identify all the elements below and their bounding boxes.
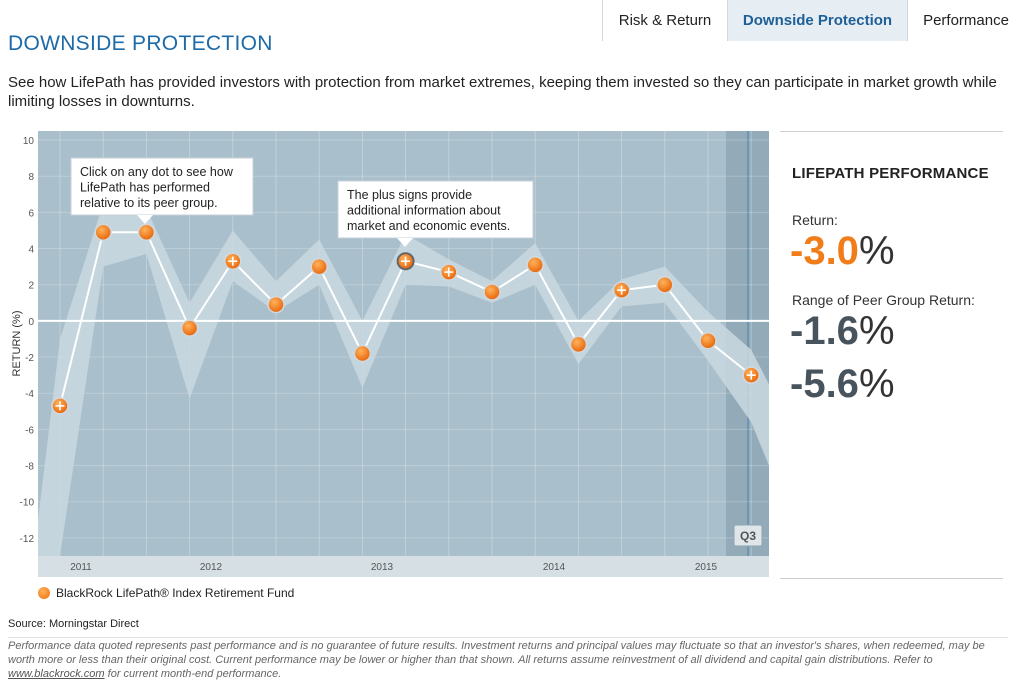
- q3-badge-label: Q3: [740, 529, 756, 543]
- data-point[interactable]: [699, 332, 717, 350]
- y-tick-label: 8: [28, 172, 34, 183]
- y-axis-label: RETURN (%): [11, 311, 23, 377]
- range-label: Range of Peer Group Return:: [792, 292, 975, 308]
- y-tick-label: 6: [28, 208, 34, 219]
- performance-panel: LIFEPATH PERFORMANCE Return: -3.0% Range…: [780, 131, 1003, 579]
- callout-box: [70, 157, 254, 216]
- x-axis-strip: [38, 556, 769, 577]
- data-point[interactable]: [267, 295, 285, 314]
- data-point[interactable]: [353, 344, 372, 363]
- callout-text: Click on any dot to see how: [80, 165, 234, 179]
- tab-risk-return[interactable]: Risk & Return: [602, 0, 727, 41]
- x-tick-label: 2013: [371, 562, 394, 573]
- x-tick-label: 2014: [543, 562, 566, 573]
- data-point[interactable]: [137, 223, 156, 242]
- data-point[interactable]: [526, 256, 544, 274]
- callout-text: LifePath has performed: [80, 181, 210, 195]
- disclaimer: Performance data quoted represents past …: [8, 637, 1008, 681]
- data-point-dot: [353, 344, 372, 363]
- x-tick-label: 2012: [200, 562, 223, 573]
- data-point[interactable]: [483, 283, 501, 301]
- data-point[interactable]: [224, 252, 242, 270]
- range-high-value: -1.6%: [790, 308, 895, 354]
- blackrock-link[interactable]: www.blackrock.com: [8, 668, 105, 680]
- data-point-dot: [699, 332, 717, 350]
- page-title: DOWNSIDE PROTECTION: [8, 32, 273, 55]
- data-point-dot: [310, 257, 328, 276]
- disclaimer-text: Performance data quoted represents past …: [8, 640, 985, 666]
- downside-chart: 10 8 6 4 2 0 -2 -4 -6 -8 -10 -12 RETURN (%) 2011 2012 2…: [11, 131, 769, 577]
- panel-title: LIFEPATH PERFORMANCE: [792, 165, 989, 182]
- y-tick-label: -8: [25, 462, 34, 473]
- callout-text: relative to its peer group.: [80, 196, 218, 210]
- data-point[interactable]: [656, 275, 674, 294]
- range-high-number: -1.6: [790, 309, 859, 353]
- y-tick-label: 4: [28, 245, 34, 256]
- chart-legend: BlackRock LifePath® Index Retirement Fun…: [38, 586, 294, 600]
- tab-performance[interactable]: Performance: [907, 0, 1024, 41]
- range-high-percent-sign: %: [858, 309, 895, 353]
- return-value: -3.0%: [790, 228, 895, 274]
- callout-pointer: [397, 238, 413, 247]
- data-point-dot: [94, 223, 112, 242]
- tab-bar: Risk & Return Downside Protection Perfor…: [602, 0, 1024, 41]
- callout-text: The plus signs provide: [347, 188, 472, 202]
- data-point[interactable]: [51, 397, 69, 415]
- data-point[interactable]: [440, 263, 458, 281]
- data-point-dot: [656, 275, 674, 294]
- data-point[interactable]: [612, 281, 631, 299]
- data-point-dot: [137, 223, 156, 242]
- data-point-dot: [526, 256, 544, 274]
- data-point-dot: [267, 295, 285, 314]
- return-number: -3.0: [790, 229, 859, 273]
- y-tick-label: -2: [25, 353, 34, 364]
- data-point-dot: [569, 335, 588, 354]
- data-point[interactable]: [94, 223, 112, 242]
- y-tick-label: 10: [23, 136, 35, 147]
- y-tick-label: -4: [25, 389, 34, 400]
- x-tick-label: 2015: [695, 562, 718, 573]
- callout-plus-signs: The plus signs provide additional informa…: [337, 180, 534, 247]
- y-tick-label: -10: [20, 498, 35, 509]
- source-note: Source: Morningstar Direct: [8, 618, 139, 630]
- range-low-number: -5.6: [790, 362, 859, 406]
- page-description: See how LifePath has provided investors …: [8, 74, 997, 110]
- tab-downside-protection[interactable]: Downside Protection: [727, 0, 907, 41]
- disclaimer-suffix: for current month-end performance.: [107, 668, 282, 680]
- range-low-percent-sign: %: [858, 362, 895, 406]
- q3-badge: [733, 524, 763, 547]
- data-point-dot: [483, 283, 501, 301]
- data-point[interactable]: [569, 335, 588, 354]
- range-low-value: -5.6%: [790, 361, 895, 407]
- y-tick-label: 2: [28, 281, 34, 292]
- data-point[interactable]: [742, 366, 760, 384]
- y-tick-label: -6: [25, 425, 34, 436]
- data-point[interactable]: [396, 252, 415, 271]
- return-percent-sign: %: [858, 229, 895, 273]
- legend-dot-icon: [38, 587, 50, 599]
- peer-range-band: [38, 203, 769, 556]
- callout-box: [337, 180, 534, 239]
- callout-pointer: [137, 215, 153, 224]
- y-tick-label: -12: [20, 534, 35, 545]
- callout-text: market and economic events.: [347, 219, 510, 233]
- data-point-dot: [180, 319, 199, 337]
- data-point[interactable]: [310, 257, 328, 276]
- return-label: Return:: [792, 212, 838, 228]
- x-tick-label: 2011: [70, 562, 92, 573]
- y-tick-label: 0: [28, 317, 34, 328]
- callout-text: additional information about: [347, 204, 501, 218]
- callout-dots: Click on any dot to see how LifePath has …: [70, 157, 254, 224]
- legend-label: BlackRock LifePath® Index Retirement Fun…: [56, 586, 295, 600]
- data-point[interactable]: [180, 319, 199, 337]
